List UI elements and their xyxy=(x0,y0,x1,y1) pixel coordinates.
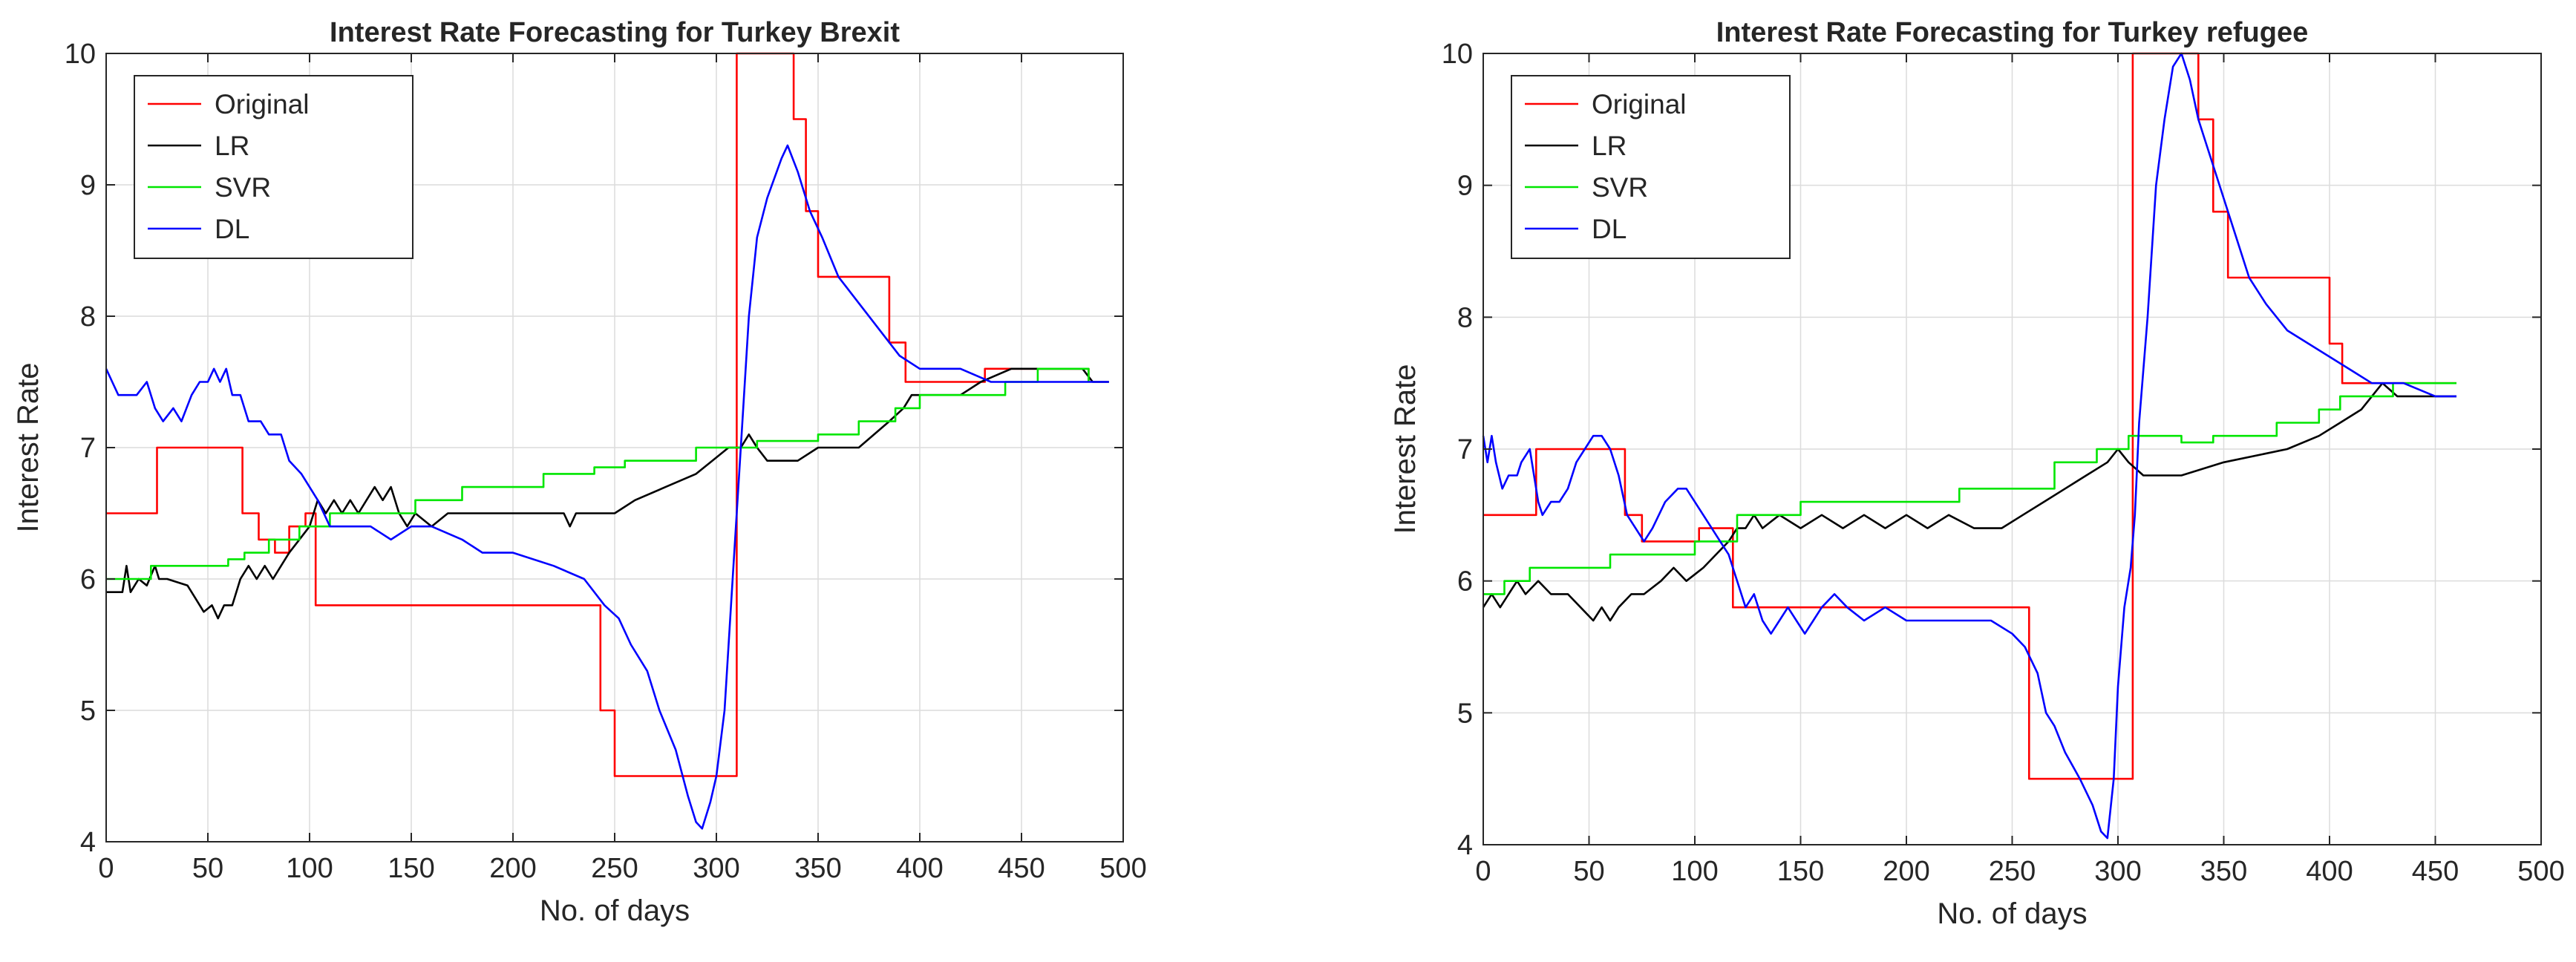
x-tick-label: 200 xyxy=(1883,856,1929,887)
y-tick-label: 9 xyxy=(1457,171,1473,202)
legend-label-dl: DL xyxy=(215,214,249,244)
x-tick-label: 100 xyxy=(1671,856,1718,887)
x-axis-label: No. of days xyxy=(540,894,690,927)
x-tick-label: 500 xyxy=(2517,856,2564,887)
legend-label-dl: DL xyxy=(1592,214,1627,244)
x-tick-label: 250 xyxy=(591,853,638,884)
ticks: 0 50 100 150 200 250 300 350 400 450 500 4 5 6 7 8 9 10 xyxy=(1442,39,2565,887)
y-tick-label: 10 xyxy=(1442,39,1473,70)
legend-label-svr: SVR xyxy=(1592,172,1648,203)
chart-refugee: 0 50 100 150 200 250 300 350 400 450 500 4 5 6 7 8 9 10 I… xyxy=(1389,17,2565,930)
x-tick-label: 400 xyxy=(2306,856,2353,887)
ticks: 0 50 100 150 200 250 300 350 400 450 500 4 5 6 7 8 9 10 xyxy=(65,39,1147,884)
series-line-lr xyxy=(1482,382,2456,622)
x-tick-label: 500 xyxy=(1099,853,1146,884)
y-tick-label: 5 xyxy=(1457,698,1473,729)
y-tick-label: 4 xyxy=(80,827,96,858)
y-tick-label: 7 xyxy=(1457,434,1473,465)
x-tick-label: 0 xyxy=(98,853,114,884)
chart-title: Interest Rate Forecasting for Turkey Bre… xyxy=(330,17,900,48)
x-tick-label: 50 xyxy=(1573,856,1604,887)
chart-title: Interest Rate Forecasting for Turkey ref… xyxy=(1716,17,2309,48)
y-tick-label: 4 xyxy=(1457,830,1473,861)
x-tick-label: 400 xyxy=(896,853,943,884)
x-tick-label: 350 xyxy=(2200,856,2247,887)
legend-label-original: Original xyxy=(1592,89,1687,120)
x-tick-label: 350 xyxy=(794,853,841,884)
x-tick-label: 250 xyxy=(1989,856,2036,887)
x-tick-label: 150 xyxy=(1777,856,1824,887)
y-tick-label: 8 xyxy=(80,301,96,333)
x-axis-label: No. of days xyxy=(1937,897,2087,930)
legend-label-svr: SVR xyxy=(215,172,271,203)
x-tick-label: 50 xyxy=(192,853,223,884)
y-tick-label: 8 xyxy=(1457,302,1473,333)
legend: Original LR SVR DL xyxy=(1511,75,1791,259)
x-tick-label: 150 xyxy=(388,853,434,884)
y-axis-label: Interest Rate xyxy=(1389,364,1422,534)
series-lines xyxy=(105,52,1109,830)
x-tick-label: 300 xyxy=(2094,856,2141,887)
y-tick-label: 5 xyxy=(80,696,96,727)
legend-label-lr: LR xyxy=(215,131,249,161)
y-axis-label: Interest Rate xyxy=(12,362,45,532)
series-line-dl xyxy=(1482,52,2456,840)
series-line-original xyxy=(106,52,1090,777)
legend: Original LR SVR DL xyxy=(134,75,413,259)
y-tick-label: 10 xyxy=(65,39,96,70)
legend-label-original: Original xyxy=(215,89,310,120)
x-tick-label: 200 xyxy=(489,853,536,884)
y-tick-label: 7 xyxy=(80,433,96,464)
x-tick-label: 450 xyxy=(998,853,1045,884)
series-line-lr xyxy=(106,367,1109,620)
series-line-dl xyxy=(105,144,1109,830)
x-tick-label: 450 xyxy=(2412,856,2459,887)
y-tick-label: 6 xyxy=(1457,566,1473,598)
y-tick-label: 9 xyxy=(80,170,96,201)
chart-brexit: 0 50 100 150 200 250 300 350 400 450 500 4 5 6 7 8 9 10 I… xyxy=(12,17,1147,927)
x-tick-label: 300 xyxy=(693,853,739,884)
y-tick-label: 6 xyxy=(80,564,96,595)
legend-label-lr: LR xyxy=(1592,131,1627,161)
x-tick-label: 100 xyxy=(286,853,333,884)
series-line-svr xyxy=(1483,382,2456,595)
x-tick-label: 0 xyxy=(1475,856,1491,887)
series-line-svr xyxy=(106,367,1090,580)
series-lines xyxy=(1482,52,2456,840)
